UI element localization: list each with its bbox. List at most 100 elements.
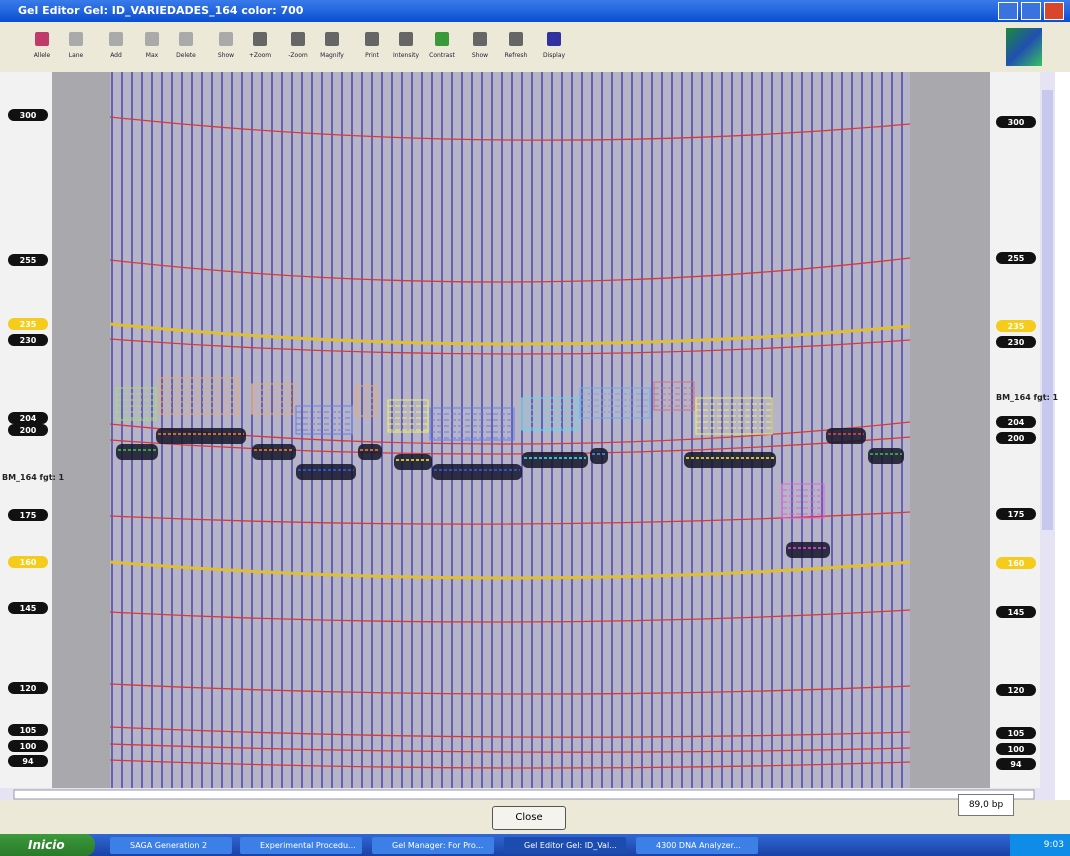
button-label: Show [471, 52, 489, 59]
band [432, 464, 522, 480]
size-label: 255 [20, 256, 37, 265]
sizing-curve [109, 609, 911, 623]
size-label: 160 [1008, 559, 1025, 568]
size-label: 175 [20, 511, 37, 520]
icon [325, 32, 339, 46]
toolbar-button[interactable]: Add [102, 28, 130, 59]
size-label: 160 [20, 558, 37, 567]
button-label: Lane [68, 52, 84, 59]
toolbar-button[interactable]: Contrast [428, 28, 456, 59]
icon [35, 32, 49, 46]
size-tag [996, 320, 1036, 332]
icon [145, 32, 159, 46]
taskbar-item[interactable]: Gel Editor Gel: ID_Val... [504, 837, 626, 854]
toolbar-button[interactable]: Intensity [392, 28, 420, 59]
icon [179, 32, 193, 46]
allele-box [579, 387, 651, 419]
button-label: Max [145, 52, 159, 59]
size-label: 175 [1008, 510, 1025, 519]
sizing-curve [109, 511, 911, 525]
icon [253, 32, 267, 46]
icon [219, 32, 233, 46]
allele-box [387, 399, 429, 433]
size-label: 204 [20, 414, 37, 423]
toolbar-button[interactable]: +Zoom [246, 28, 274, 59]
size-tag [996, 252, 1036, 264]
allele-box [781, 483, 825, 519]
toolbar-button[interactable]: Lane [62, 28, 90, 59]
button-label: +Zoom [248, 52, 272, 59]
size-label: 100 [1008, 745, 1025, 754]
size-tag [996, 416, 1036, 428]
sizing-curve [109, 322, 911, 346]
toolbar-button[interactable]: Print [358, 28, 386, 59]
button-label: Display [542, 52, 566, 59]
sizing-curve [109, 560, 911, 580]
size-tag [8, 682, 48, 694]
toolbar-button[interactable]: Max [138, 28, 166, 59]
logo [1006, 28, 1042, 66]
start-button[interactable]: Inicio [0, 834, 95, 856]
band [252, 444, 296, 460]
h-scroll-thumb [13, 789, 1035, 800]
button-label: -Zoom [288, 52, 308, 59]
toolbar-button[interactable]: Show [212, 28, 240, 59]
window-controls[interactable] [998, 2, 1066, 20]
size-tag [8, 740, 48, 752]
close-window-button[interactable] [1044, 2, 1064, 20]
toolbar-button[interactable]: Refresh [502, 28, 530, 59]
minimize-button[interactable] [998, 2, 1018, 20]
taskbar-item[interactable]: Experimental Procedu... [240, 837, 362, 854]
taskbar-item[interactable]: 4300 DNA Analyzer... [636, 837, 758, 854]
size-label: 145 [20, 604, 37, 613]
icon [69, 32, 83, 46]
sizing-curve [109, 743, 911, 753]
size-tag [996, 508, 1036, 520]
title-bar: Gel Editor Gel: ID_VARIEDADES_164 color:… [0, 0, 1070, 22]
toolbar-button[interactable]: Allele [28, 28, 56, 59]
toolbar-button[interactable]: -Zoom [284, 28, 312, 59]
toolbar-button[interactable]: Delete [172, 28, 200, 59]
allele-box [115, 387, 157, 421]
toolbar-button[interactable]: Show [466, 28, 494, 59]
size-tag [996, 336, 1036, 348]
band [786, 542, 830, 558]
size-label: 100 [20, 742, 37, 751]
allele-box [653, 381, 695, 411]
size-tag [996, 116, 1036, 128]
size-tag [8, 424, 48, 436]
size-tag [996, 758, 1036, 770]
button-label: Contrast [429, 52, 455, 59]
clock: 9:03 [1010, 834, 1070, 856]
size-tag [8, 724, 48, 736]
size-label: 300 [1008, 118, 1025, 127]
band [826, 428, 866, 444]
maximize-button[interactable] [1021, 2, 1041, 20]
size-tag [8, 412, 48, 424]
band [684, 452, 776, 468]
icon [291, 32, 305, 46]
size-tag [8, 109, 48, 121]
icon [547, 32, 561, 46]
size-tag [996, 606, 1036, 618]
icon [473, 32, 487, 46]
toolbar: Allele Lane Add Max Delete Show +Zoom -Zoom Magn… [0, 22, 1070, 73]
lane-label: BM_164 fgt: 1 [996, 393, 1059, 402]
size-label: 300 [20, 111, 37, 120]
size-label: 105 [20, 726, 37, 735]
size-label: 200 [1008, 434, 1025, 443]
taskbar-item[interactable]: SAGA Generation 2 [110, 837, 232, 854]
gel-view: 300 255 235 230 204 200 BM_164 fgt: 1 175 160 145… [0, 72, 1070, 800]
button-label: Print [365, 52, 379, 59]
close-button[interactable]: Close [492, 806, 566, 830]
size-label: 230 [20, 336, 37, 345]
band [296, 464, 356, 480]
icon [399, 32, 413, 46]
taskbar-item[interactable]: Gel Manager: For Pro... [372, 837, 494, 854]
band [868, 448, 904, 464]
toolbar-button[interactable]: Magnify [318, 28, 346, 59]
sizing-curve [109, 759, 911, 769]
toolbar-button[interactable]: Display [540, 28, 568, 59]
size-tag [996, 743, 1036, 755]
